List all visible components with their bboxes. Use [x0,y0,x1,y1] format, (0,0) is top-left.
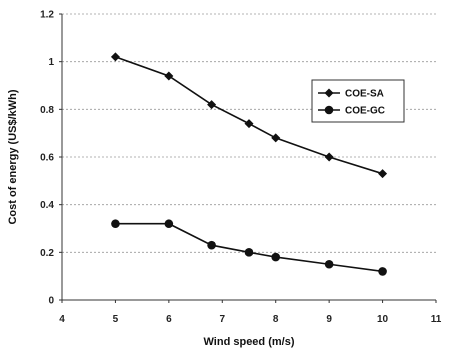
series [110,52,388,276]
data-point [378,267,387,276]
y-tick-label: 0.6 [40,153,54,164]
x-axis-label: Wind speed (m/s) [204,336,295,348]
x-tick-label: 6 [166,314,172,325]
legend-label: COE-GC [345,106,385,117]
x-tick-label: 4 [59,314,65,325]
series-line [115,222,383,273]
x-tick-label: 5 [113,314,119,325]
x-tick-label: 7 [220,314,226,325]
y-tick-label: 0 [48,296,54,307]
data-point [324,152,334,162]
data-point [324,259,334,269]
y-tick-label: 0.2 [40,248,54,259]
tick-labels: 0 0.2 0.4 0.6 0.8 1 1.2 4 5 6 7 8 9 10 11 [40,10,442,326]
x-tick-label: 11 [431,314,442,325]
legend-label: COE-SA [345,89,384,100]
legend-marker [324,105,334,115]
data-point [271,252,281,262]
y-tick-label: 1.2 [40,10,54,21]
x-tick-label: 8 [273,314,279,325]
data-point [378,169,388,179]
data-point [164,71,174,81]
legend-box [311,79,405,123]
data-point [207,240,216,250]
legend-item: COE-SA [318,88,384,100]
y-tick-label: 0.4 [40,200,54,211]
data-point [111,219,120,229]
series-coe-sa [110,52,388,179]
grid-lines [62,13,436,253]
axes [59,13,437,303]
legend-item: COE-GC [318,106,385,117]
series-coe-gc [111,219,387,276]
data-point [244,119,254,129]
data-point [244,248,254,257]
data-point [207,100,217,110]
data-point [110,52,120,62]
legend: COE-SA COE-GC [311,79,405,123]
x-tick-label: 10 [377,314,389,325]
y-axis-label: Cost of energy (US$/kWh) [7,89,19,224]
y-tick-label: 1 [48,57,54,68]
x-tick-label: 9 [326,314,332,325]
y-tick-label: 0.8 [40,105,54,116]
data-point [271,133,281,143]
data-point [164,219,174,229]
legend-marker [324,88,334,98]
